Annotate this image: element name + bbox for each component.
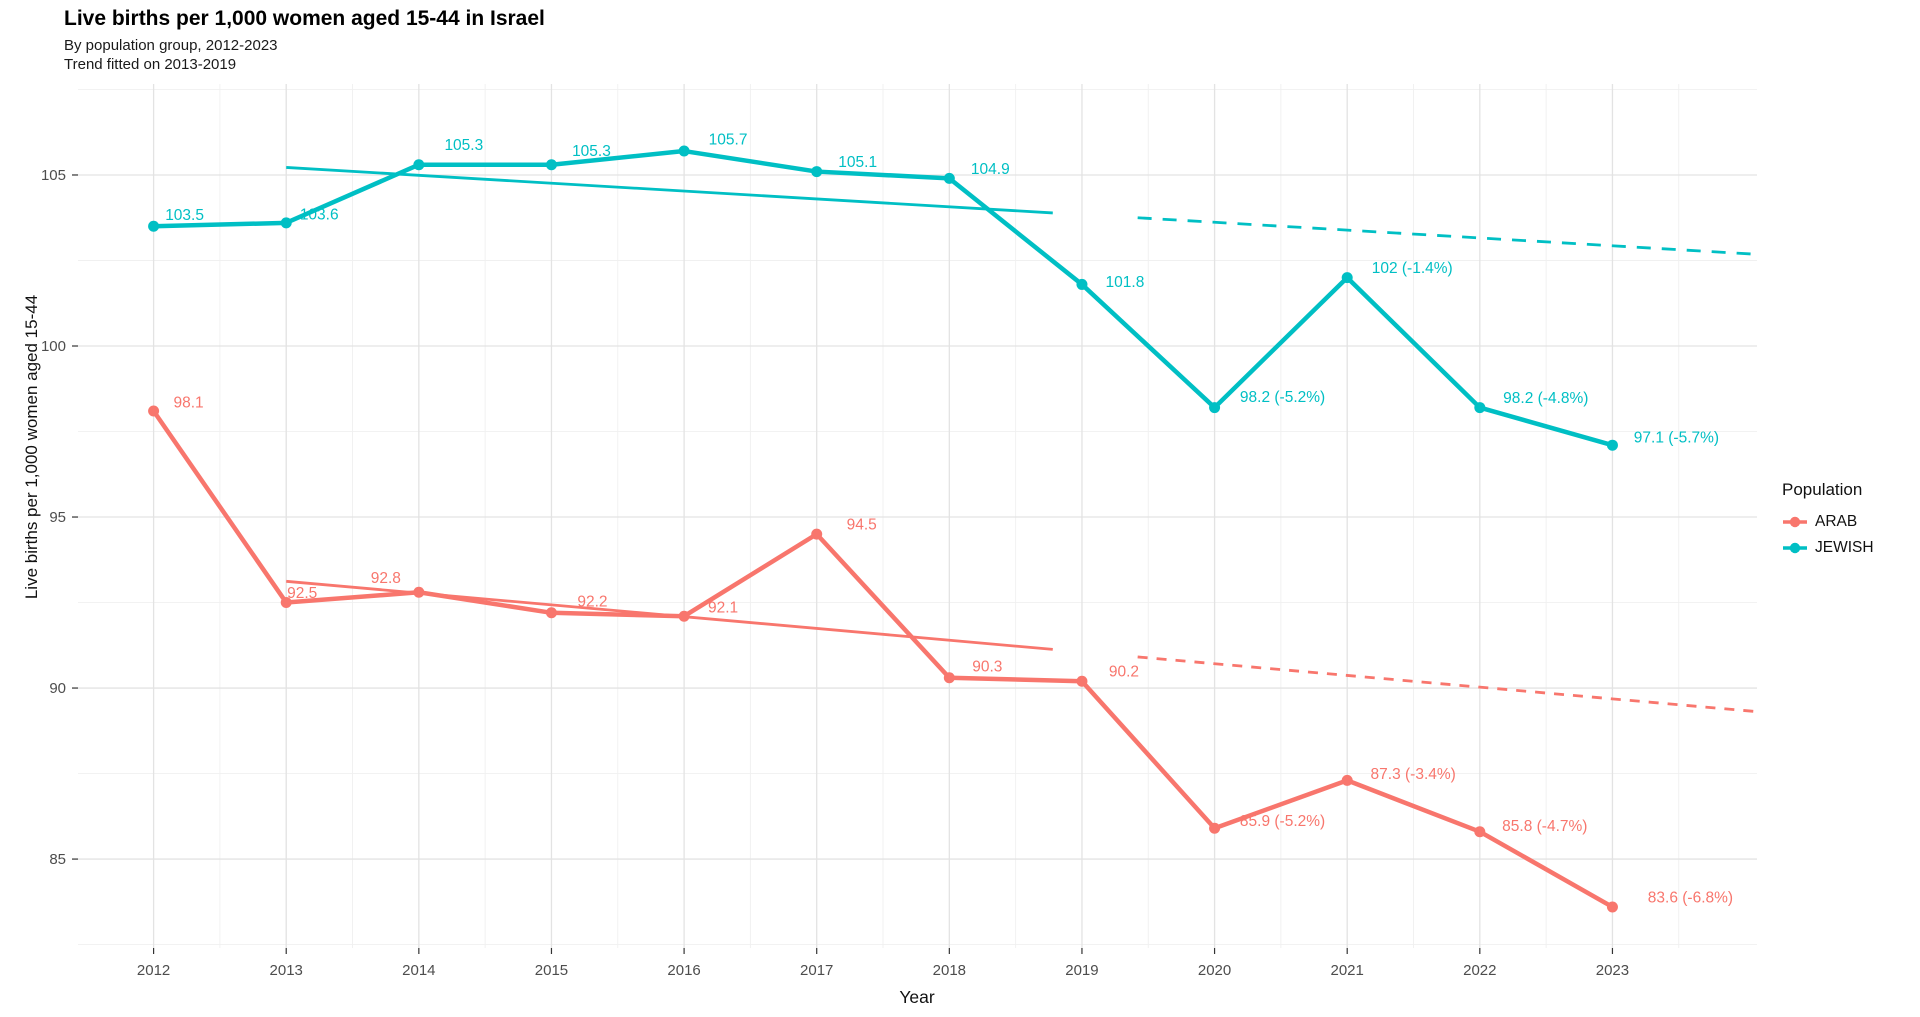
data-point-arab-2017: [811, 528, 823, 540]
data-label-jewish-2017: 105.1: [838, 154, 877, 171]
data-point-arab-2018: [943, 672, 955, 684]
data-label-jewish-2012: 103.5: [165, 207, 204, 224]
data-label-jewish-2019: 101.8: [1106, 274, 1145, 291]
x-tick-label-2016: 2016: [667, 962, 700, 979]
data-line-arab: [151, 408, 1615, 910]
data-point-jewish-2013: [280, 217, 292, 229]
y-axis-title: Live births per 1,000 women aged 15-44: [22, 294, 41, 600]
data-point-jewish-2014: [413, 159, 425, 171]
legend-key-jewish-icon: [1783, 542, 1807, 554]
x-tick-label-2013: 2013: [270, 962, 303, 979]
x-tick-label-2019: 2019: [1065, 962, 1098, 979]
data-point-arab-2019: [1076, 675, 1088, 687]
data-point-jewish-2017: [811, 166, 823, 178]
data-point-jewish-2022: [1474, 402, 1486, 414]
x-tick-label-2015: 2015: [535, 962, 568, 979]
data-label-jewish-2013: 103.6: [300, 206, 339, 223]
data-label-jewish-2022: 98.2 (-4.8%): [1503, 390, 1588, 407]
data-point-arab-2023: [1606, 901, 1618, 913]
data-label-jewish-2020: 98.2 (-5.2%): [1240, 389, 1325, 406]
data-label-arab-2022: 85.8 (-4.7%): [1502, 818, 1587, 835]
data-label-jewish-2023: 97.1 (-5.7%): [1634, 430, 1719, 447]
x-tick-label-2021: 2021: [1331, 962, 1364, 979]
x-axis-title: Year: [899, 987, 935, 1007]
data-label-jewish-2018: 104.9: [971, 161, 1010, 178]
data-point-jewish-2018: [943, 172, 955, 184]
legend-key-arab-icon: [1783, 516, 1807, 528]
y-tick-label-85: 85: [49, 851, 66, 868]
y-tick-label-95: 95: [49, 509, 66, 526]
data-point-arab-2022: [1474, 826, 1486, 838]
legend-label-jewish: JEWISH: [1815, 539, 1874, 556]
x-tick-label-2020: 2020: [1198, 962, 1231, 979]
x-tick-label-2017: 2017: [800, 962, 833, 979]
x-tick-label-2012: 2012: [137, 962, 170, 979]
legend-title: Population: [1782, 480, 1863, 499]
y-tick-label-105: 105: [41, 167, 66, 184]
data-label-arab-2015: 92.2: [577, 593, 607, 610]
trend-line-dashed-jewish: [1137, 216, 1758, 256]
chart-subtitle-line2: Trend fitted on 2013-2019: [64, 56, 237, 73]
data-point-jewish-2020: [1209, 402, 1221, 414]
data-label-arab-2013: 92.5: [287, 585, 317, 602]
data-label-arab-2016: 92.1: [708, 600, 738, 617]
x-tick-label-2014: 2014: [402, 962, 435, 979]
trend-line-solid-jewish: [286, 166, 1053, 215]
trend-line-dashed-arab: [1137, 655, 1758, 714]
legend-label-arab: ARAB: [1815, 513, 1858, 530]
data-point-jewish-2016: [678, 145, 690, 157]
data-point-arab-2020: [1209, 822, 1221, 834]
data-label-arab-2023: 83.6 (-6.8%): [1648, 889, 1733, 906]
data-label-arab-2020: 85.9 (-5.2%): [1240, 813, 1325, 830]
data-label-arab-2012: 98.1: [174, 394, 204, 411]
data-label-arab-2018: 90.3: [972, 658, 1002, 675]
y-tick-label-90: 90: [49, 680, 66, 697]
data-label-jewish-2015: 105.3: [572, 143, 611, 160]
trend-line-solid-arab: [286, 579, 1053, 651]
y-tick-label-100: 100: [41, 338, 66, 355]
data-point-jewish-2012: [148, 220, 160, 232]
chart-subtitle-line1: By population group, 2012-2023: [64, 37, 278, 54]
data-point-arab-2012: [148, 405, 160, 417]
data-label-jewish-2014: 105.3: [444, 137, 483, 154]
data-point-jewish-2015: [545, 159, 557, 171]
data-point-arab-2014: [413, 586, 425, 598]
data-label-jewish-2021: 102 (-1.4%): [1372, 260, 1453, 277]
data-point-jewish-2019: [1076, 278, 1088, 290]
data-point-arab-2016: [678, 610, 690, 622]
data-label-arab-2014: 92.8: [371, 570, 401, 587]
x-tick-label-2018: 2018: [933, 962, 966, 979]
data-label-arab-2017: 94.5: [847, 517, 877, 534]
data-label-jewish-2016: 105.7: [709, 132, 748, 149]
data-label-arab-2021: 87.3 (-3.4%): [1371, 766, 1456, 783]
legend: Population ARAB JEWISH: [1782, 480, 1874, 561]
data-point-arab-2013: [280, 597, 292, 609]
data-point-jewish-2021: [1341, 272, 1353, 284]
x-tick-label-2022: 2022: [1463, 962, 1496, 979]
data-point-arab-2015: [545, 607, 557, 619]
data-point-arab-2021: [1341, 774, 1353, 786]
x-tick-label-2023: 2023: [1596, 962, 1629, 979]
data-label-arab-2019: 90.2: [1109, 664, 1139, 681]
chart-title: Live births per 1,000 women aged 15-44 i…: [64, 7, 545, 30]
legend-entry-arab: ARAB: [1782, 509, 1874, 535]
legend-entry-jewish: JEWISH: [1782, 535, 1874, 561]
data-point-jewish-2023: [1606, 439, 1618, 451]
